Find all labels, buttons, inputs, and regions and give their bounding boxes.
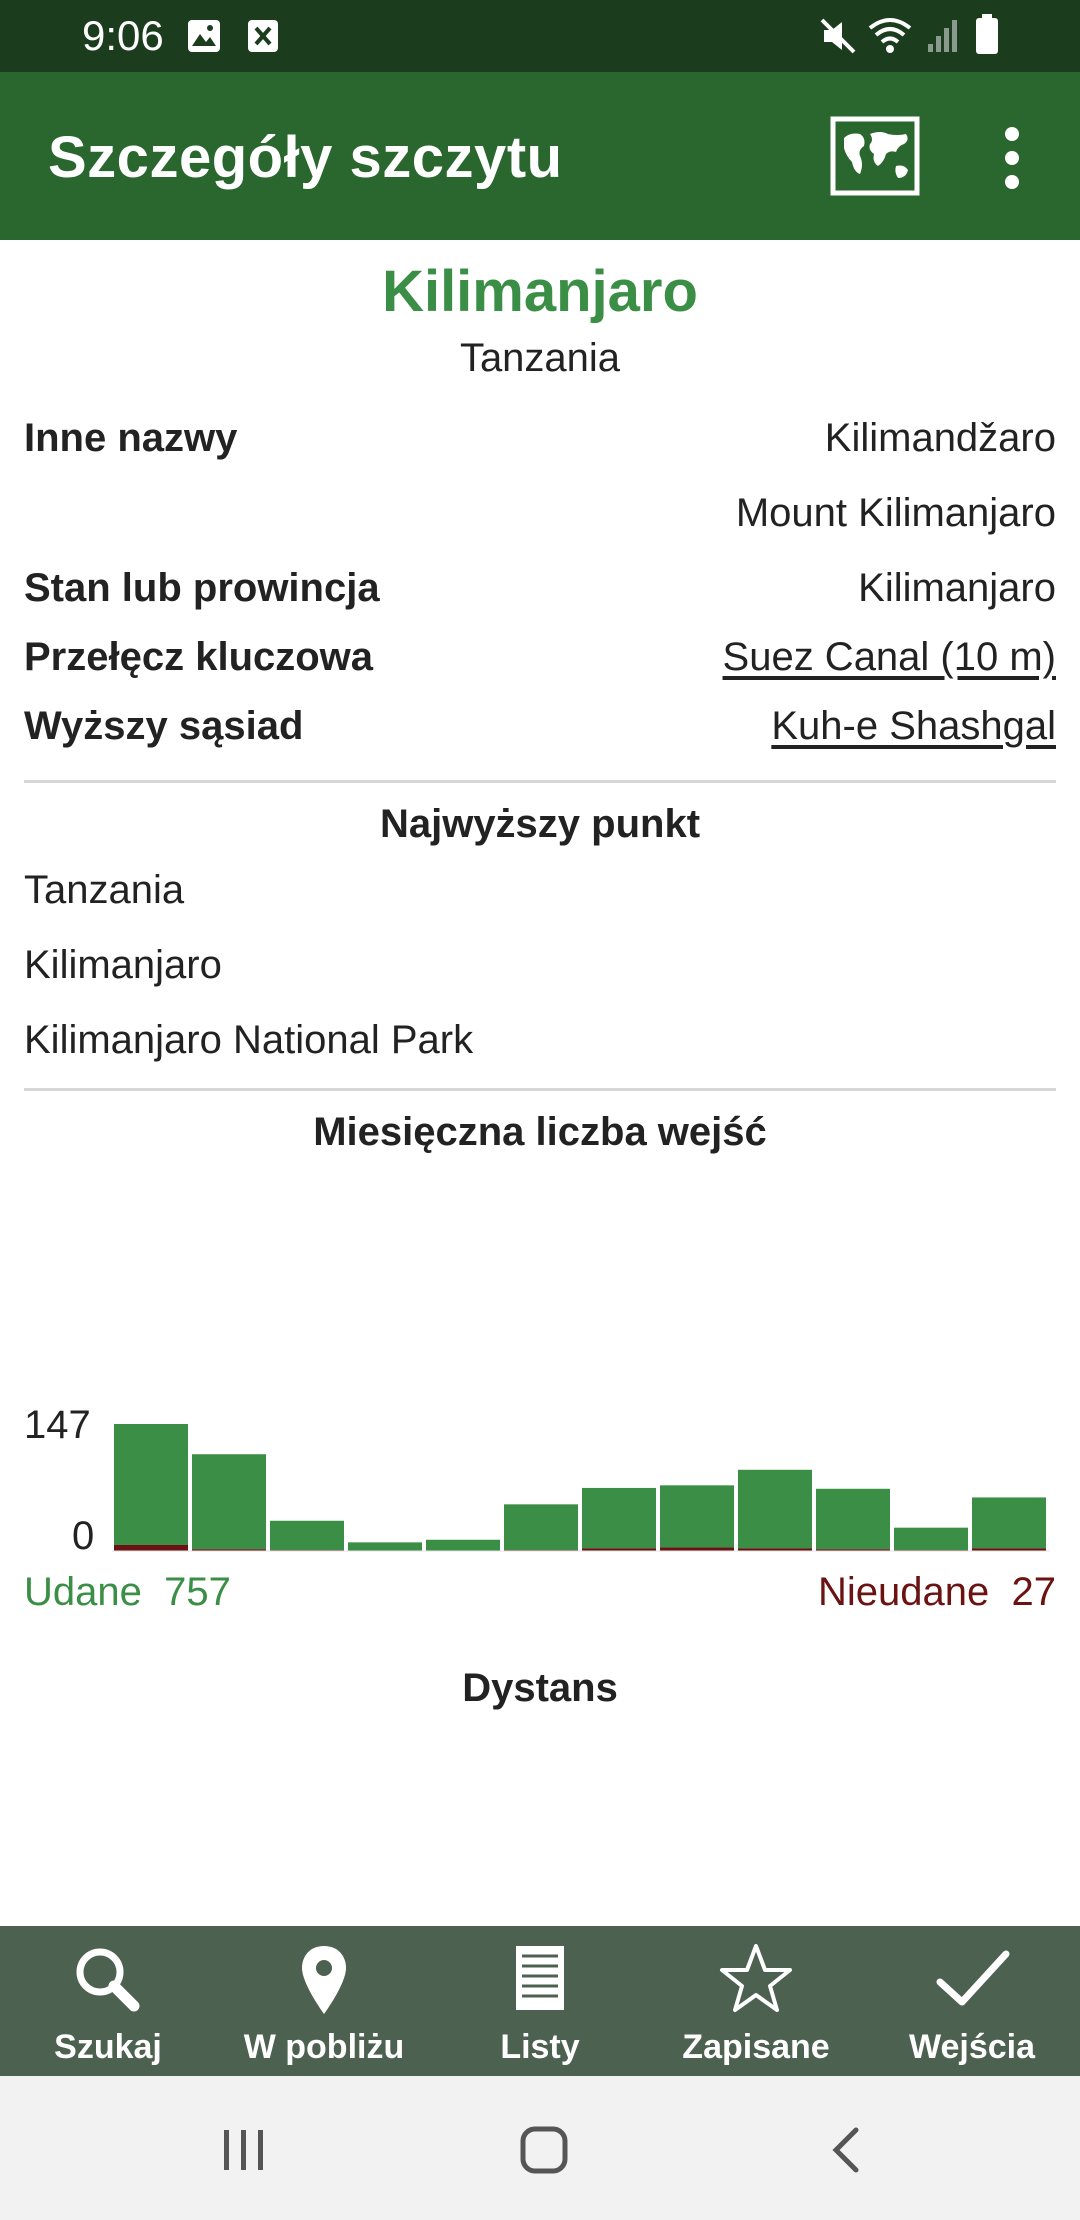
xtick-label: sty — [132, 1559, 170, 1560]
location-pin-icon — [302, 1946, 346, 2014]
xtick-label: wrz — [751, 1559, 799, 1560]
signal-icon — [928, 20, 957, 52]
other-names-label: Inne nazwy — [24, 416, 238, 460]
bar-failed-lut — [192, 1549, 266, 1551]
nav-ascents-label: Wejścia — [908, 2028, 1035, 2066]
map-button[interactable] — [830, 116, 920, 196]
xtick-label: mar — [281, 1559, 333, 1560]
highest-point-region: Kilimanjaro — [24, 943, 222, 987]
successful-ascents: Udane 757 — [24, 1570, 231, 1615]
xtick-label: lut — [213, 1559, 245, 1560]
nav-ascents[interactable]: Wejścia — [864, 1926, 1080, 2076]
world-map-icon — [830, 116, 920, 196]
bar-failed-paź — [816, 1549, 890, 1551]
xtick-label: maj — [439, 1559, 487, 1560]
bar-failed-wrz — [738, 1548, 812, 1551]
battery-icon — [976, 14, 998, 54]
monthly-ascents-chart: 147 0 sty lut mar kwi maj cze lip sie wrz paź lis gru — [24, 1403, 1050, 1560]
key-col-label: Przełęcz kluczowa — [24, 635, 374, 679]
distance-title: Dystans — [462, 1666, 618, 1710]
more-options-button[interactable] — [990, 126, 1034, 190]
key-col-link[interactable]: Suez Canal (10 m) — [722, 635, 1056, 679]
bar-failed-sie — [660, 1547, 734, 1551]
list-icon — [516, 1946, 564, 2010]
more-vert-icon — [1005, 127, 1019, 189]
nav-saved[interactable]: Zapisane — [648, 1926, 864, 2076]
recent-apps-button[interactable] — [220, 2126, 268, 2174]
successful-ascents-label: Udane — [24, 1570, 142, 1614]
higher-neighbor-link[interactable]: Kuh-e Shashgal — [771, 704, 1056, 748]
higher-neighbor-label: Wyższy sąsiad — [24, 704, 304, 748]
failed-ascents-count: 27 — [1011, 1570, 1057, 1614]
xtick-label: paź — [829, 1559, 877, 1560]
bar-successful-sie — [660, 1485, 734, 1548]
xtick-label: sie — [678, 1559, 716, 1560]
xtick-label: lip — [604, 1559, 634, 1560]
monthly-ascents-title: Miesięczna liczba wejść — [313, 1110, 767, 1154]
bar-successful-lip — [582, 1487, 656, 1549]
other-name-1: Kilimandžaro — [824, 416, 1056, 460]
search-icon — [76, 1948, 140, 2012]
nav-nearby-label: W pobliżu — [243, 2028, 405, 2066]
wifi-icon — [868, 18, 912, 53]
xtick-label: gru — [987, 1559, 1030, 1560]
status-bar: 9:06 — [0, 0, 1080, 72]
back-button[interactable] — [826, 2126, 866, 2174]
province-label: Stan lub prowincja — [24, 566, 380, 610]
province-value: Kilimanjaro — [858, 566, 1056, 610]
peak-details: Kilimanjaro Tanzania Inne nazwy Kilimand… — [0, 240, 1080, 1926]
close-notification-icon — [248, 20, 278, 52]
mute-icon — [820, 18, 856, 54]
nav-nearby[interactable]: W pobliżu — [216, 1926, 432, 2076]
bar-successful-gru — [972, 1497, 1046, 1549]
bar-successful-cze — [504, 1504, 578, 1551]
bar-failed-sty — [114, 1544, 188, 1551]
app-bar: Szczegóły szczytu — [0, 72, 1080, 240]
check-icon — [936, 1950, 1010, 2006]
status-time: 9:06 — [82, 12, 164, 59]
nav-search[interactable]: Szukaj — [0, 1926, 216, 2076]
bar-failed-lip — [582, 1548, 656, 1551]
nav-lists-label: Listy — [500, 2028, 580, 2066]
system-navigation-bar — [0, 2076, 1080, 2220]
divider — [24, 1088, 1056, 1091]
ytick-label: 0 — [72, 1514, 94, 1558]
xtick-label: cze — [518, 1559, 565, 1560]
bar-successful-wrz — [738, 1469, 812, 1549]
home-button[interactable] — [518, 2124, 570, 2176]
bar-successful-kwi — [348, 1542, 422, 1551]
bar-successful-sty — [114, 1424, 188, 1545]
bar-failed-gru — [972, 1548, 1046, 1551]
peak-country: Tanzania — [459, 336, 621, 380]
failed-ascents-label: Nieudane — [818, 1570, 990, 1614]
divider — [24, 780, 1056, 783]
successful-ascents-count: 757 — [164, 1570, 231, 1614]
distance-chart: 14 — [0, 1730, 1080, 1926]
bar-successful-maj — [426, 1539, 500, 1551]
bar-successful-lis — [894, 1527, 968, 1551]
page-title: Szczegóły szczytu — [48, 125, 563, 190]
nav-search-label: Szukaj — [54, 2028, 162, 2066]
highest-point-title: Najwyższy punkt — [379, 802, 701, 846]
bar-successful-lut — [192, 1454, 266, 1550]
peak-name: Kilimanjaro — [382, 259, 698, 324]
bottom-navigation: Szukaj W pobliżu Listy Zapisane Wejścia — [0, 1926, 1080, 2076]
ytick-label: 147 — [24, 1403, 91, 1447]
nav-saved-label: Zapisane — [682, 2028, 830, 2066]
other-name-2: Mount Kilimanjaro — [735, 491, 1056, 535]
xtick-label: lis — [917, 1559, 945, 1560]
nav-lists[interactable]: Listy — [432, 1926, 648, 2076]
image-notification-icon — [188, 20, 220, 52]
highest-point-area: Kilimanjaro National Park — [24, 1018, 474, 1062]
highest-point-country: Tanzania — [24, 868, 185, 912]
xtick-label: kwi — [363, 1559, 406, 1560]
failed-ascents: Nieudane 27 — [818, 1570, 1056, 1615]
bar-successful-mar — [270, 1520, 344, 1551]
bar-successful-paź — [816, 1488, 890, 1550]
star-icon — [720, 1944, 792, 2012]
